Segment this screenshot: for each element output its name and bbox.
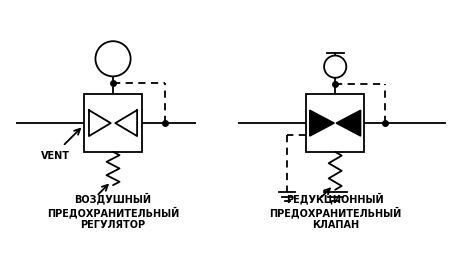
Bar bbox=[84, 95, 142, 152]
Polygon shape bbox=[336, 110, 361, 136]
Bar bbox=[307, 95, 364, 152]
Text: ВОЗДУШНЫЙ
ПРЕДОХРАНИТЕЛЬНЫЙ
РЕГУЛЯТОР: ВОЗДУШНЫЙ ПРЕДОХРАНИТЕЛЬНЫЙ РЕГУЛЯТОР bbox=[47, 193, 179, 230]
Polygon shape bbox=[310, 110, 334, 136]
Circle shape bbox=[324, 56, 347, 78]
Text: РЕДУКЦИОННЫЙ
ПРЕДОХРАНИТЕЛЬНЫЙ
КЛАПАН: РЕДУКЦИОННЫЙ ПРЕДОХРАНИТЕЛЬНЫЙ КЛАПАН bbox=[269, 193, 401, 230]
Circle shape bbox=[96, 41, 130, 76]
Text: VENT: VENT bbox=[41, 152, 70, 161]
